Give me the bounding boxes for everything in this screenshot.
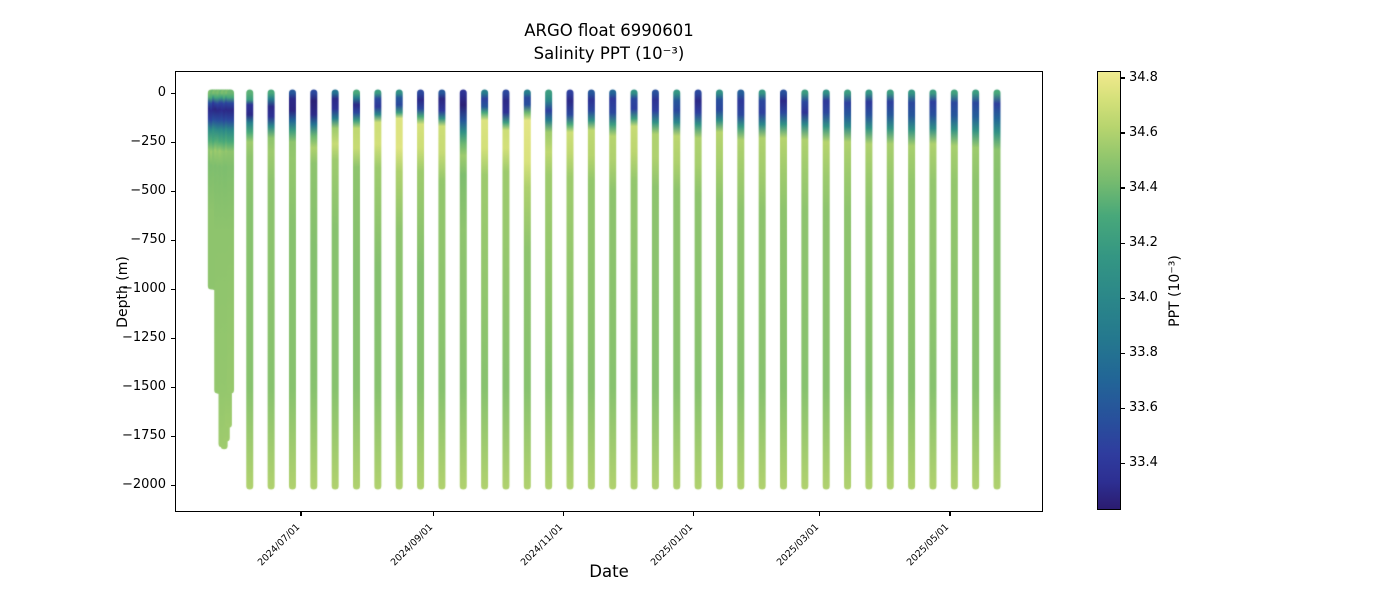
y-tick-mark <box>171 435 175 437</box>
y-tick-label: −1250 <box>122 330 166 345</box>
colorbar-tick-label: 34.2 <box>1129 235 1158 251</box>
x-axis-label: Date <box>589 562 629 581</box>
y-tick-label: −2000 <box>122 477 166 492</box>
colorbar-tick-label: 33.8 <box>1129 345 1158 361</box>
colorbar-tick-mark <box>1121 77 1125 79</box>
colorbar-tick-label: 33.4 <box>1129 455 1158 471</box>
colorbar-tick-label: 34.4 <box>1129 179 1158 195</box>
x-tick-mark <box>693 512 695 516</box>
y-tick-mark <box>171 386 175 388</box>
chart-title: ARGO float 6990601 <box>524 21 694 40</box>
y-tick-mark <box>171 190 175 192</box>
y-tick-mark <box>171 337 175 339</box>
y-tick-label: −250 <box>130 134 166 149</box>
y-tick-label: −1500 <box>122 379 166 394</box>
y-tick-label: −1000 <box>122 281 166 296</box>
colorbar-tick-mark <box>1121 132 1125 134</box>
colorbar-tick-label: 34.8 <box>1129 69 1158 85</box>
colorbar <box>1097 71 1121 510</box>
colorbar-tick-mark <box>1121 462 1125 464</box>
title-block: ARGO float 6990601 Salinity PPT (10⁻³) <box>175 19 1043 65</box>
x-tick-mark <box>563 512 565 516</box>
y-tick-label: −1750 <box>122 428 166 443</box>
y-tick-mark <box>171 484 175 486</box>
y-tick-mark <box>171 239 175 241</box>
y-tick-label: 0 <box>157 85 166 100</box>
x-tick-mark <box>819 512 821 516</box>
colorbar-gradient <box>1098 72 1120 509</box>
colorbar-tick-mark <box>1121 242 1125 244</box>
colorbar-tick-label: 34.0 <box>1129 290 1158 306</box>
colorbar-tick-label: 34.6 <box>1129 124 1158 140</box>
y-tick-mark <box>171 288 175 290</box>
x-tick-mark <box>300 512 302 516</box>
colorbar-label: PPT (10⁻³) <box>1167 255 1183 327</box>
colorbar-tick-label: 33.6 <box>1129 400 1158 416</box>
colorbar-tick-mark <box>1121 407 1125 409</box>
y-tick-label: −750 <box>130 232 166 247</box>
colorbar-tick-mark <box>1121 297 1125 299</box>
x-tick-mark <box>432 512 434 516</box>
x-tick-mark <box>949 512 951 516</box>
y-tick-mark <box>171 92 175 94</box>
colorbar-tick-mark <box>1121 352 1125 354</box>
y-tick-mark <box>171 141 175 143</box>
chart-subtitle: Salinity PPT (10⁻³) <box>533 44 685 63</box>
colorbar-tick-mark <box>1121 187 1125 189</box>
y-tick-label: −500 <box>130 183 166 198</box>
